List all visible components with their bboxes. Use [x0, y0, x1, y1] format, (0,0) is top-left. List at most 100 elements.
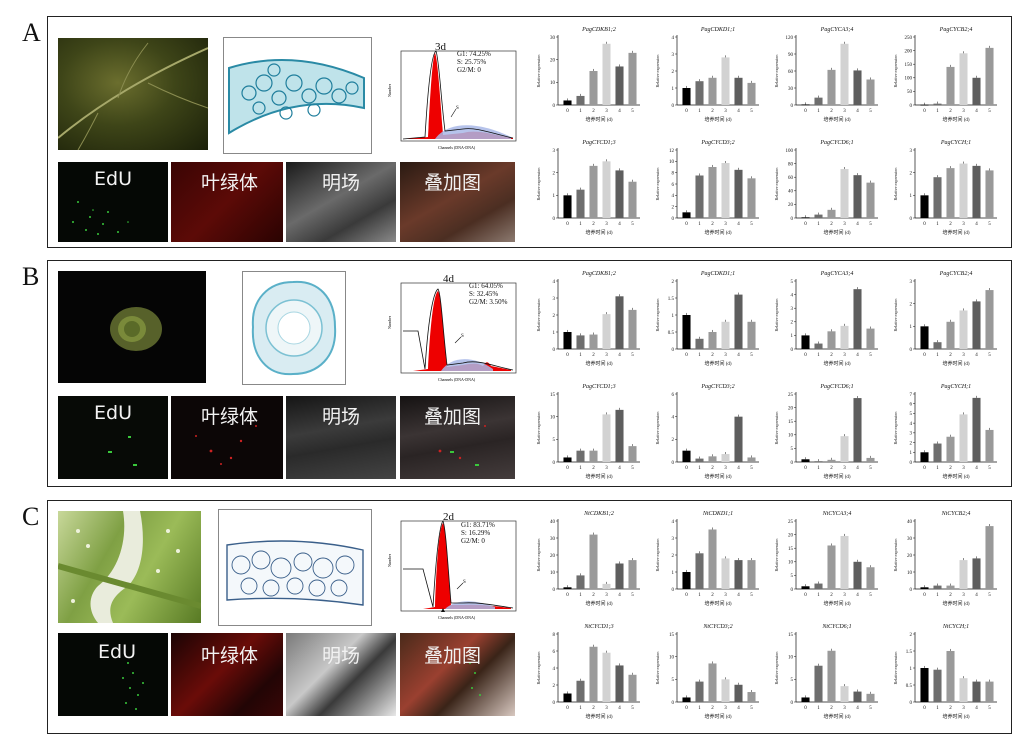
- x-tick-label: 0: [566, 466, 569, 471]
- x-axis-label: 培养时间 (d): [942, 473, 969, 480]
- y-tick-label: 30: [550, 537, 556, 542]
- y-axis-label: Relative expression: [655, 651, 660, 685]
- bar: [985, 429, 994, 462]
- chloroplast-image: 叶绿体: [171, 162, 283, 242]
- chart-title: NtCDKD1;1: [702, 511, 733, 517]
- bar: [563, 195, 572, 218]
- bar: [946, 66, 955, 105]
- x-tick-label: 0: [804, 222, 807, 227]
- y-tick-label: 30: [788, 87, 794, 92]
- edu-image: EdU: [58, 633, 168, 716]
- x-axis-label: 培养时间 (d): [704, 473, 731, 480]
- bar-chart: NtCDKB1;2 0 10 20 30 40 Relative expression 0 1 2…: [536, 511, 640, 607]
- edu-label: EdU: [94, 402, 132, 424]
- y-axis-label: Relative expression: [655, 54, 660, 88]
- svg-text:Number: Number: [387, 315, 392, 329]
- bar: [576, 575, 585, 589]
- bar: [695, 81, 704, 105]
- bar: [747, 321, 756, 349]
- bar: [946, 651, 955, 702]
- chart-title: NtCYCA3;4: [822, 510, 852, 517]
- x-tick-label: 0: [685, 109, 688, 114]
- bar: [814, 97, 823, 105]
- y-axis-label: Relative expression: [893, 651, 898, 685]
- bar-chart: PagCYCD3;2 0 2 4 6 Relative expression 0 1 2 3 4 5 培…: [655, 384, 759, 480]
- y-tick-label: 0: [672, 217, 675, 222]
- bar: [827, 331, 836, 349]
- x-tick-label: 0: [685, 593, 688, 598]
- bar: [814, 583, 823, 589]
- x-tick-label: 4: [618, 109, 621, 114]
- y-tick-label: 0: [910, 701, 913, 706]
- y-tick-label: 0: [672, 588, 675, 593]
- bar: [840, 436, 849, 462]
- x-tick-label: 1: [936, 109, 939, 114]
- svg-text:S: S: [461, 334, 464, 339]
- charts-a: PagCDKB1;2 0 10 20 30 Relative expression 0 1 2 3…: [528, 17, 1008, 247]
- svg-text:S: S: [463, 580, 466, 585]
- bar: [734, 77, 743, 105]
- flow-day-label: 2d: [443, 511, 454, 523]
- y-tick-label: 0: [791, 701, 794, 706]
- y-tick-label: 250: [905, 36, 913, 41]
- bar: [840, 325, 849, 349]
- x-tick-label: 5: [631, 222, 634, 227]
- bar: [734, 684, 743, 702]
- bar: [814, 214, 823, 218]
- y-axis-label: Relative expression: [774, 538, 779, 572]
- y-tick-label: 0: [672, 461, 675, 466]
- x-axis-label: 培养时间 (d): [704, 600, 731, 607]
- x-tick-label: 1: [936, 466, 939, 471]
- bar: [734, 169, 743, 218]
- x-tick-label: 0: [923, 706, 926, 711]
- y-tick-label: 20: [788, 533, 794, 538]
- bar: [576, 335, 585, 349]
- x-tick-label: 3: [605, 222, 608, 227]
- y-tick-label: 6: [672, 393, 675, 398]
- x-tick-label: 4: [618, 353, 621, 358]
- x-tick-label: 4: [975, 109, 978, 114]
- y-tick-label: 20: [550, 554, 556, 559]
- bar: [563, 100, 572, 105]
- brightfield-label: 明场: [322, 172, 361, 194]
- x-axis-label: 培养时间 (d): [942, 600, 969, 607]
- leaf-photo: [58, 38, 208, 150]
- x-tick-label: 5: [750, 109, 753, 114]
- x-tick-label: 3: [843, 593, 846, 598]
- panel-c: S Number Channels (DNA-DNA) 2d G1: 83.71…: [47, 500, 1012, 734]
- bar: [589, 450, 598, 462]
- x-tick-label: 2: [711, 706, 714, 711]
- y-tick-label: 10: [788, 561, 794, 566]
- bar-chart: NtCYCB2;4 0 10 20 30 40 Relative expression 0 1 2…: [893, 510, 997, 607]
- x-tick-label: 4: [737, 593, 740, 598]
- x-tick-label: 1: [698, 466, 701, 471]
- x-tick-label: 1: [579, 109, 582, 114]
- y-tick-label: 3: [791, 307, 794, 312]
- bar: [920, 668, 929, 702]
- chloroplast-label: 叶绿体: [201, 645, 259, 667]
- y-tick-label: 50: [907, 90, 913, 95]
- x-tick-label: 5: [631, 593, 634, 598]
- y-tick-label: 10: [788, 434, 794, 439]
- x-tick-label: 5: [750, 222, 753, 227]
- bar: [827, 545, 836, 589]
- bar: [814, 665, 823, 702]
- x-tick-label: 2: [592, 222, 595, 227]
- y-tick-label: 2: [910, 441, 913, 446]
- x-tick-label: 2: [711, 466, 714, 471]
- x-tick-label: 5: [988, 466, 991, 471]
- panel-a: S Number Channels (DNA-DNA) 3d G1: 74.25…: [47, 16, 1012, 248]
- y-tick-label: 10: [550, 415, 556, 420]
- y-tick-label: 2: [553, 171, 556, 176]
- y-tick-label: 5: [553, 438, 556, 443]
- x-tick-label: 3: [843, 466, 846, 471]
- bar: [695, 338, 704, 349]
- y-tick-label: 2: [553, 314, 556, 319]
- bar: [615, 665, 624, 702]
- bar: [853, 70, 862, 105]
- x-axis-label: 培养时间 (d): [942, 713, 969, 720]
- x-tick-label: 1: [579, 466, 582, 471]
- histology-section: [223, 37, 372, 154]
- x-tick-label: 1: [936, 353, 939, 358]
- y-tick-label: 20: [788, 406, 794, 411]
